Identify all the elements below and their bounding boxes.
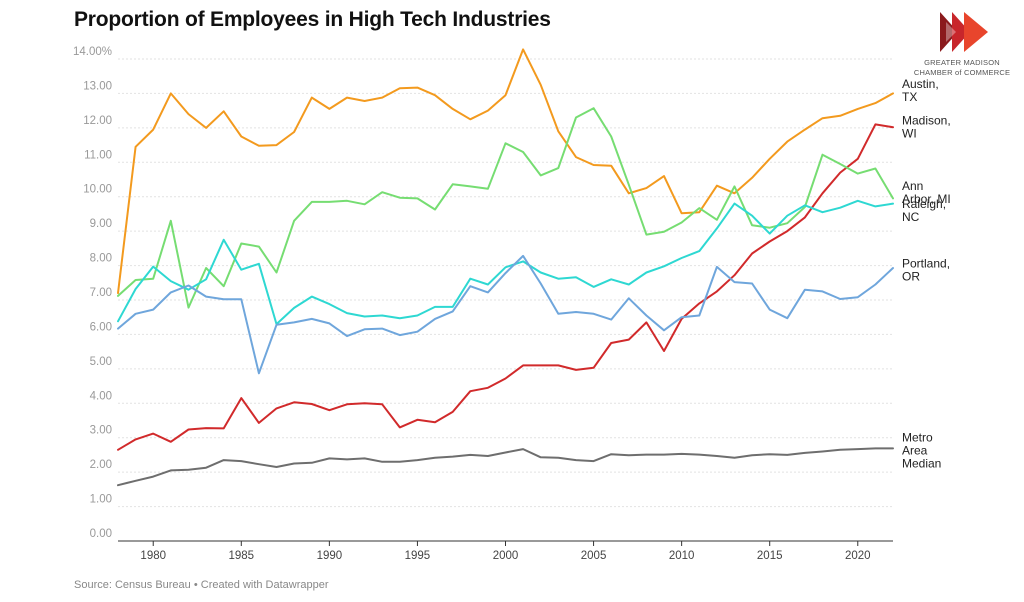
- x-tick-label: 1990: [317, 550, 343, 562]
- y-tick-label: 7.00: [90, 287, 112, 299]
- y-tick-label: 11.00: [84, 149, 112, 161]
- x-tick-label: 2005: [581, 550, 607, 562]
- y-tick-label: 13.00: [83, 80, 112, 92]
- series-label-madison-wi: Madison, WI: [902, 114, 951, 141]
- series-label-metro-area-median: Metro Area Median: [902, 430, 941, 470]
- series-line-austin-tx: [117, 48, 894, 295]
- series-label-line: Portland,: [902, 256, 950, 270]
- x-axis-ticks: 1980 1985 1990 1995 2000 2005 2010 2015 2020: [140, 541, 871, 562]
- x-tick-label: 1995: [405, 550, 431, 562]
- series-label-line: Ann: [902, 179, 923, 193]
- series-label-line: Median: [902, 456, 941, 470]
- y-tick-label: 0.00: [90, 528, 112, 540]
- y-tick-label: 14.00%: [73, 46, 112, 58]
- series-label-ann-arbor-mi: Ann Arbor, MI: [902, 179, 951, 206]
- x-tick-label: 2020: [845, 550, 871, 562]
- y-tick-label: 9.00: [90, 218, 112, 230]
- chamber-logo: GREATER MADISON CHAMBER of COMMERCE: [912, 8, 1012, 84]
- series-line-madison-wi: [117, 123, 894, 451]
- y-tick-label: 8.00: [90, 253, 112, 265]
- y-axis-ticks: 0.00 1.00 2.00 3.00 4.00 5.00 6.00 7.00 8.00 9.00…: [73, 46, 112, 540]
- chart-title: Proportion of Employees in High Tech Ind…: [74, 8, 551, 31]
- series-label-line: Arbor, MI: [902, 192, 951, 206]
- grid-lines: [118, 58, 893, 542]
- chamber-logo-icon: [940, 12, 988, 52]
- source-note: Source: Census Bureau • Created with Dat…: [74, 579, 329, 591]
- logo-line-2: CHAMBER of COMMERCE: [913, 68, 1011, 77]
- series-line-raleigh-nc: [117, 199, 894, 326]
- series-label-line: Madison,: [902, 114, 951, 128]
- x-tick-label: 1985: [228, 550, 254, 562]
- series-label-line: Metro: [902, 430, 933, 444]
- series-line-metro-area-median: [117, 447, 894, 487]
- x-tick-label: 2010: [669, 550, 695, 562]
- y-tick-label: 4.00: [90, 390, 112, 402]
- series-label-raleigh-nc: Raleigh, NC: [902, 197, 946, 224]
- series-label-line: TX: [902, 90, 917, 104]
- series-label-portland-or: Portland, OR: [902, 256, 950, 283]
- series-lines: [117, 48, 894, 487]
- series-label-line: OR: [902, 269, 920, 283]
- series-line-portland-or: [117, 254, 894, 375]
- y-tick-label: 10.00: [83, 184, 112, 196]
- y-tick-label: 12.00: [83, 115, 112, 127]
- series-label-line: Austin,: [902, 77, 939, 91]
- series-label-line: NC: [902, 210, 920, 224]
- x-tick-label: 2000: [493, 550, 519, 562]
- series-label-line: WI: [902, 127, 917, 141]
- y-tick-label: 2.00: [90, 459, 112, 471]
- x-tick-label: 2015: [757, 550, 783, 562]
- series-label-line: Area: [902, 443, 928, 457]
- x-tick-label: 1980: [140, 550, 166, 562]
- y-tick-label: 1.00: [90, 494, 112, 506]
- series-label-austin-tx: Austin, TX: [902, 77, 939, 104]
- series-label-line: Raleigh,: [902, 197, 946, 211]
- y-tick-label: 5.00: [90, 356, 112, 368]
- series-line-ann-arbor-mi: [117, 107, 894, 309]
- y-tick-label: 6.00: [90, 321, 112, 333]
- logo-line-1: GREATER MADISON: [924, 58, 1000, 67]
- y-tick-label: 3.00: [90, 425, 112, 437]
